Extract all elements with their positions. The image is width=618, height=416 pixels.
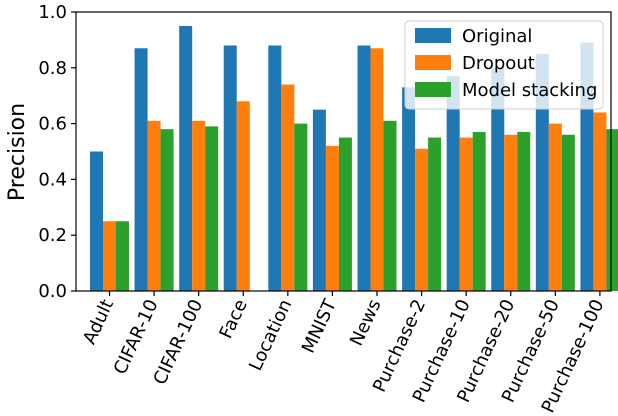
- bar-model-stacking-mnist: [338, 137, 352, 291]
- legend-label: Model stacking: [462, 80, 597, 101]
- legend: Original Dropout Model stacking: [404, 20, 604, 110]
- bar-original-purchase-50: [535, 53, 549, 291]
- bar-model-stacking-adult: [116, 221, 129, 291]
- x-tick-label: Face: [216, 296, 252, 342]
- bar-dropout-mnist: [325, 145, 339, 291]
- bar-dropout-news: [370, 48, 384, 291]
- legend-swatch: [415, 55, 451, 70]
- bar-model-stacking-purchase-20: [517, 131, 531, 291]
- bar-model-stacking-news: [383, 120, 397, 291]
- bar-model-stacking-cifar-10: [160, 129, 174, 291]
- bar-model-stacking-purchase-100: [606, 129, 618, 291]
- legend-label: Original: [462, 26, 532, 47]
- y-tick-label: 0.0: [38, 281, 67, 302]
- bar-dropout-purchase-10: [459, 137, 473, 291]
- y-tick-label: 0.4: [38, 169, 67, 190]
- bar-model-stacking-purchase-2: [428, 137, 442, 291]
- legend-label: Dropout: [462, 53, 535, 74]
- bar-dropout-cifar-10: [147, 120, 161, 291]
- bar-original-adult: [90, 151, 103, 291]
- legend-box: [404, 20, 604, 110]
- bar-original-mnist: [312, 109, 326, 292]
- bar-original-location: [268, 45, 282, 292]
- bar-dropout-face: [236, 101, 250, 291]
- bar-model-stacking-cifar-100: [205, 126, 219, 291]
- bar-dropout-purchase-2: [415, 148, 429, 291]
- y-tick-label: 0.8: [38, 58, 67, 79]
- bar-dropout-cifar-100: [192, 120, 206, 291]
- bar-original-purchase-10: [446, 76, 460, 291]
- bar-original-cifar-10: [134, 48, 148, 291]
- y-tick-label: 0.2: [38, 225, 67, 246]
- bar-dropout-location: [281, 84, 295, 291]
- bar-original-cifar-100: [179, 25, 193, 291]
- bars-layer: [90, 25, 618, 292]
- y-tick-label: 1.0: [38, 2, 67, 23]
- x-tick-label: Location: [245, 296, 296, 374]
- x-tick-label: CIFAR-10: [110, 296, 163, 377]
- legend-swatch: [415, 28, 451, 43]
- y-tick-label: 0.6: [38, 114, 67, 135]
- bar-original-news: [357, 45, 371, 292]
- bar-model-stacking-purchase-50: [561, 134, 575, 291]
- bar-model-stacking-location: [294, 123, 308, 291]
- bar-original-face: [223, 45, 237, 292]
- bar-dropout-purchase-50: [548, 123, 562, 291]
- plot-frame: [75, 11, 612, 292]
- x-tick-label: News: [346, 296, 386, 349]
- bar-model-stacking-purchase-10: [472, 131, 486, 291]
- x-tick-label: MNIST: [298, 295, 341, 356]
- legend-swatch: [415, 82, 451, 97]
- y-axis-label: Precision: [5, 103, 30, 201]
- bar-original-purchase-20: [491, 67, 505, 291]
- x-tick-label: Adult: [79, 296, 118, 347]
- bar-original-purchase-2: [402, 87, 416, 291]
- bar-dropout-purchase-20: [504, 134, 518, 291]
- bar-dropout-purchase-100: [593, 112, 607, 291]
- bar-dropout-adult: [103, 221, 116, 291]
